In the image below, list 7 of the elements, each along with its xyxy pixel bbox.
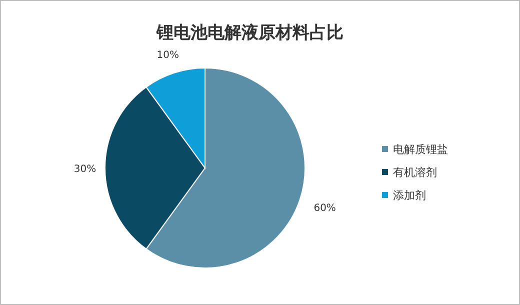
legend-label: 添加剂 bbox=[393, 189, 426, 202]
data-label: 60% bbox=[314, 202, 336, 214]
legend-label: 电解质锂盐 bbox=[393, 143, 448, 156]
legend-label: 有机溶剂 bbox=[393, 166, 437, 179]
data-label: 10% bbox=[156, 50, 180, 61]
data-label: 30% bbox=[74, 164, 96, 175]
chart-title: 锂电池电解液原材料占比 bbox=[156, 23, 344, 43]
